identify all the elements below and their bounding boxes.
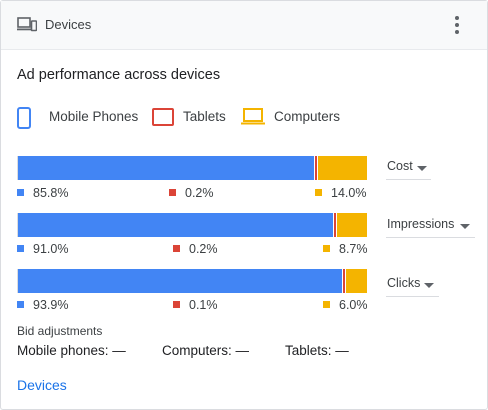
select-label: Impressions	[387, 217, 455, 231]
stacked-bar-clicks	[17, 269, 367, 293]
bid-mobile: Mobile phones: —	[17, 343, 126, 358]
tablet-square-icon	[173, 301, 180, 308]
pct-tablet-value: 0.1%	[189, 298, 218, 312]
legend-mobile-label: Mobile Phones	[49, 109, 139, 124]
bid-computers: Computers: —	[162, 343, 250, 358]
card-title: Devices	[45, 17, 92, 32]
pct-computer: 14.0%	[315, 186, 366, 200]
pct-computer-value: 6.0%	[339, 298, 368, 312]
bar-segment-computer	[346, 269, 367, 293]
bar-segment-mobile	[17, 269, 344, 293]
bid-adjustments-title: Bid adjustments	[17, 324, 103, 338]
computer-square-icon	[323, 301, 330, 308]
pct-computer-value: 8.7%	[339, 242, 368, 256]
more-vert-icon[interactable]	[445, 13, 469, 37]
impressions-metric-select[interactable]: Impressions	[386, 217, 475, 238]
legend-tablet-label: Tablets	[183, 109, 226, 124]
card-heading: Ad performance across devices	[17, 67, 221, 83]
card-header: Devices	[1, 1, 487, 50]
tablet-square-icon	[173, 245, 180, 252]
devices-icon	[17, 17, 37, 32]
caret-down-icon	[424, 283, 434, 288]
caret-down-icon	[417, 166, 427, 171]
pct-mobile-value: 85.8%	[33, 186, 69, 200]
smartphone-icon	[17, 107, 31, 129]
bar-segment-computer	[336, 213, 367, 237]
pct-computer: 8.7%	[323, 242, 368, 256]
pct-mobile: 91.0%	[17, 242, 68, 256]
legend-computer-label: Computers	[274, 109, 341, 124]
pct-computer-value: 14.0%	[331, 186, 367, 200]
mobile-square-icon	[17, 189, 24, 196]
computer-square-icon	[323, 245, 330, 252]
mobile-square-icon	[17, 301, 24, 308]
cost-metric-select[interactable]: Cost	[386, 159, 431, 180]
stacked-bar-impressions	[17, 213, 367, 237]
pct-tablet-value: 0.2%	[189, 242, 218, 256]
pct-tablet: 0.2%	[169, 186, 214, 200]
bar-segment-mobile	[17, 213, 334, 237]
pct-tablet: 0.2%	[173, 242, 218, 256]
bar-segment-tablet	[315, 156, 319, 180]
pct-computer: 6.0%	[323, 298, 368, 312]
pct-mobile: 93.9%	[17, 298, 68, 312]
caret-down-icon	[460, 224, 470, 229]
pct-mobile: 85.8%	[17, 186, 68, 200]
pct-tablet-value: 0.2%	[185, 186, 214, 200]
bar-baseline	[17, 269, 18, 293]
tablet-icon	[152, 108, 174, 126]
bar-baseline	[17, 213, 18, 237]
bid-tablets: Tablets: —	[285, 343, 349, 358]
devices-link[interactable]: Devices	[17, 377, 67, 393]
bar-segment-tablet	[333, 213, 337, 237]
computer-square-icon	[315, 189, 322, 196]
mobile-square-icon	[17, 245, 24, 252]
bar-segment-tablet	[343, 269, 347, 293]
bar-baseline	[17, 156, 18, 180]
clicks-metric-select[interactable]: Clicks	[386, 276, 439, 297]
bar-segment-computer	[318, 156, 367, 180]
pct-tablet: 0.1%	[173, 298, 218, 312]
select-label: Clicks	[387, 276, 421, 290]
pct-mobile-value: 91.0%	[33, 242, 69, 256]
tablet-square-icon	[169, 189, 176, 196]
laptop-icon	[241, 108, 265, 125]
bar-segment-mobile	[17, 156, 316, 180]
select-label: Cost	[387, 159, 413, 173]
pct-mobile-value: 93.9%	[33, 298, 69, 312]
stacked-bar-cost	[17, 156, 367, 180]
